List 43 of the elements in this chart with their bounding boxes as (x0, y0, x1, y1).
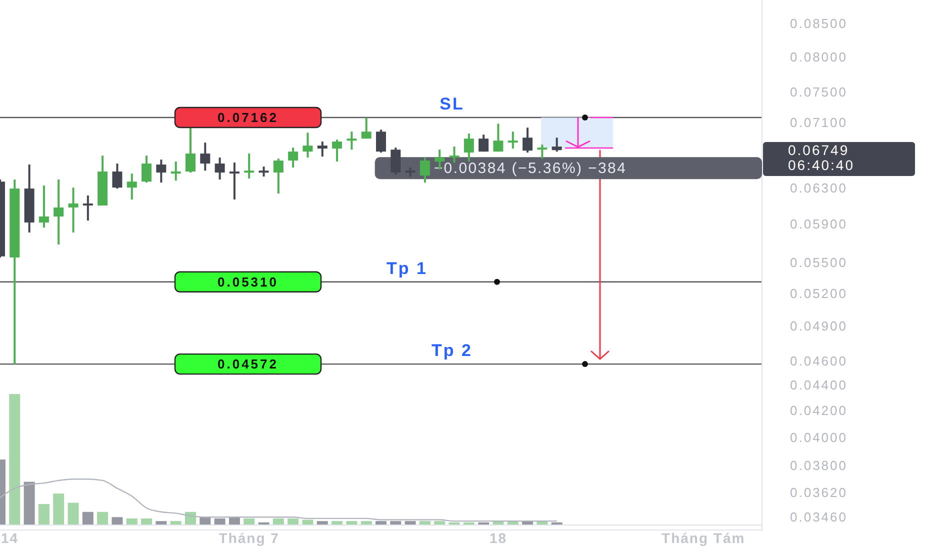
bar (53, 494, 64, 525)
bar (82, 512, 94, 525)
y-tick-label: 0.03800 (790, 458, 848, 474)
bar (9, 394, 20, 525)
x-tick-label: Tháng 7 (218, 530, 280, 546)
y-tick-label: 0.03620 (790, 484, 848, 500)
ref-line-label: 0.07162 (218, 110, 278, 126)
bar (272, 518, 284, 525)
y-tick-label: 0.05900 (790, 216, 848, 232)
annotation: Tp 1 (386, 258, 428, 278)
y-tick-label: 0.07500 (790, 84, 848, 100)
bar (141, 518, 152, 525)
ref-line-label: 0.04572 (218, 356, 278, 372)
ref-line-label: 0.05310 (218, 274, 278, 290)
annotation: −0.00384 (−5.36%) −384 (434, 160, 627, 178)
bar (97, 512, 108, 525)
bar (126, 518, 138, 525)
y-tick-label: 0.08500 (790, 16, 848, 31)
y-tick-label: 0.05200 (790, 286, 848, 301)
text: 06:40:40 (788, 157, 854, 173)
annotation: Tp 2 (432, 341, 472, 360)
x-tick-label: Tháng Tám (662, 530, 746, 546)
x-tick-label: 18 (489, 530, 508, 546)
bar (288, 518, 299, 525)
y-tick-label: 0.04000 (790, 430, 848, 446)
annotation: SL (440, 94, 464, 114)
bar (24, 482, 35, 525)
y-tick-label: 0.08000 (790, 49, 848, 64)
bar (38, 504, 50, 525)
bar (112, 517, 123, 525)
y-tick-label: 0.04600 (790, 353, 848, 368)
y-tick-label: 0.04400 (790, 378, 848, 393)
bar (244, 518, 255, 525)
text: 0.06749 (788, 142, 850, 158)
y-tick-label: 0.06300 (790, 180, 848, 196)
bar (68, 502, 79, 525)
y-tick-label: 0.03460 (790, 510, 848, 525)
bar (214, 518, 226, 525)
x-tick-label: 14 (1, 530, 19, 546)
y-tick-label: 0.05500 (790, 255, 848, 270)
y-tick-label: 0.04900 (790, 318, 848, 334)
y-tick-label: 0.07100 (790, 114, 848, 130)
y-tick-label: 0.04200 (790, 403, 848, 418)
